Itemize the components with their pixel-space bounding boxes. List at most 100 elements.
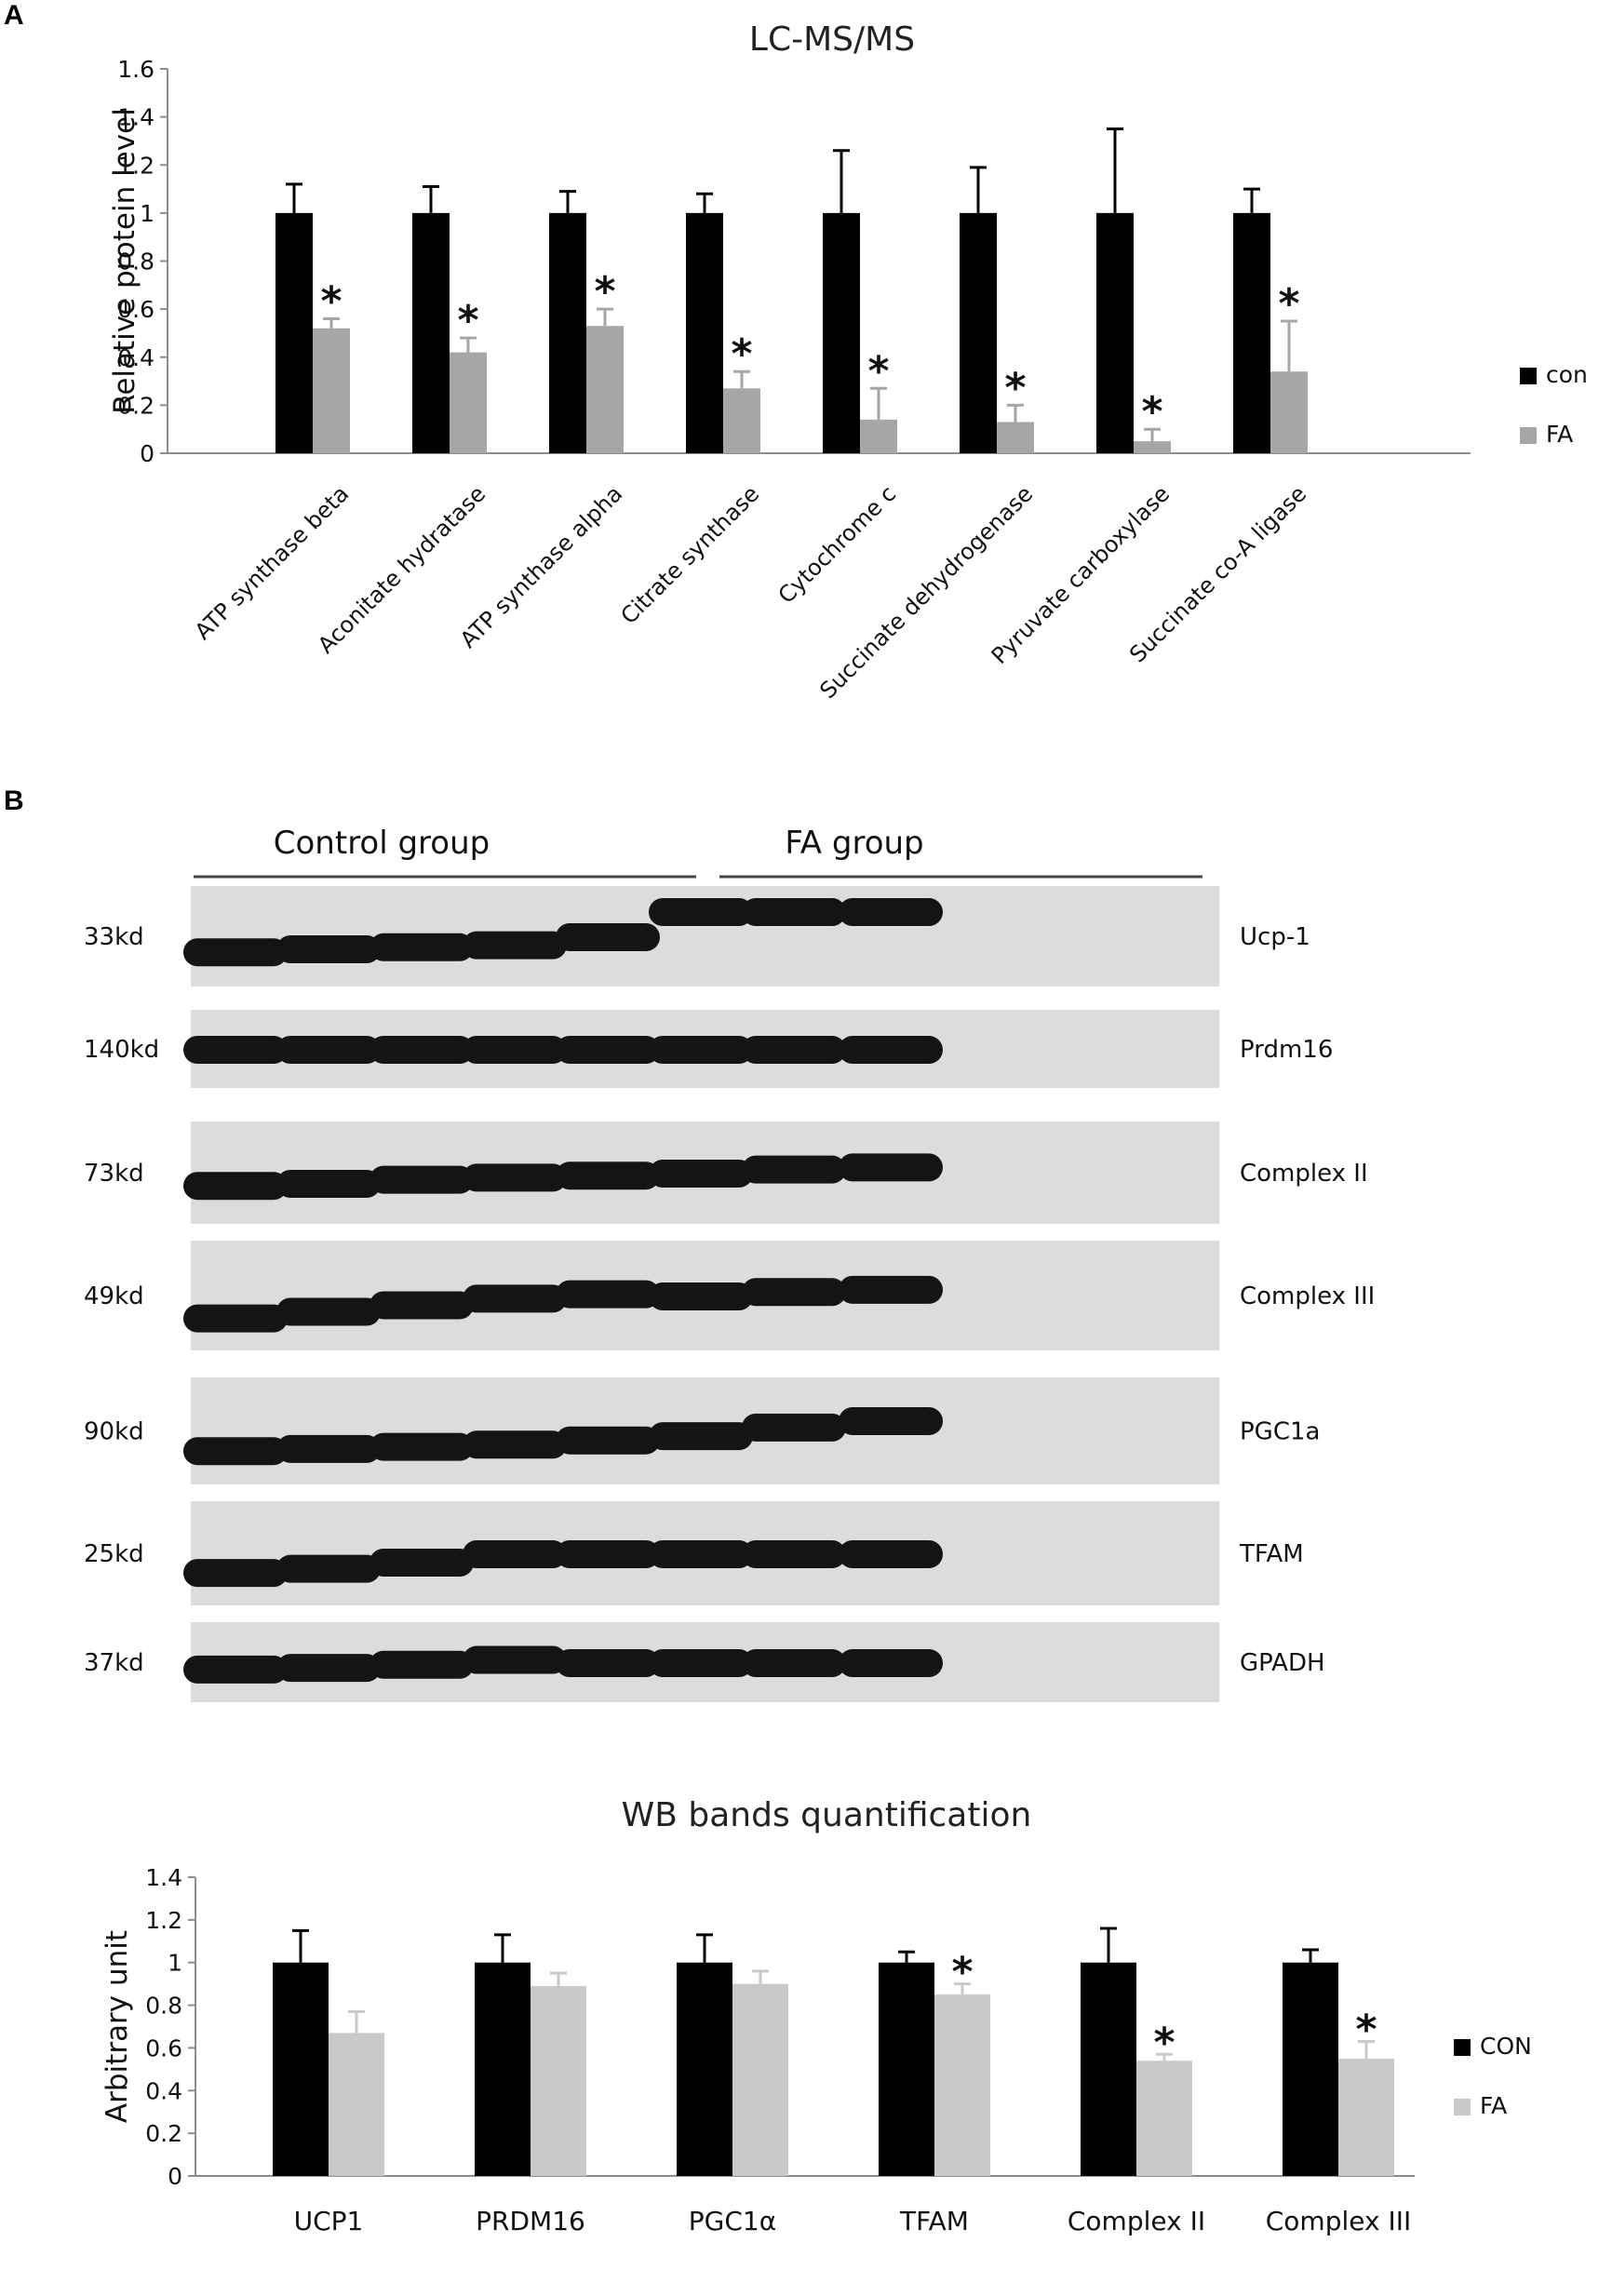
y-tick-label: 0.6 <box>145 2034 182 2061</box>
bar-fa <box>329 2033 384 2176</box>
y-tick-label: 0.4 <box>117 344 154 371</box>
blot-band <box>649 898 753 926</box>
blot-band <box>369 1548 474 1577</box>
y-tick-label: 0.2 <box>145 2120 182 2147</box>
x-tick-label: UCP1 <box>294 2206 364 2236</box>
blot-band <box>369 933 474 961</box>
bar-fa <box>1136 2061 1192 2176</box>
bar-con <box>1096 212 1134 453</box>
blot-band <box>839 1540 943 1568</box>
x-tick-label: Cytochrome c <box>773 480 901 608</box>
blot-band <box>463 931 567 960</box>
blot-band <box>556 1280 660 1309</box>
blot-band <box>649 1282 753 1310</box>
significance-marker: * <box>594 268 615 316</box>
blot-band <box>183 1172 288 1201</box>
significance-marker: * <box>1153 2019 1175 2066</box>
y-tick-label: 0.6 <box>117 296 154 323</box>
blot-band <box>742 1649 846 1677</box>
bar-fa <box>997 422 1034 453</box>
protein-label: Ucp-1 <box>1240 923 1310 951</box>
bar-con <box>412 212 450 453</box>
y-axis-label: Arbitrary unit <box>101 1930 134 2123</box>
molecular-weight-label: 25kd <box>84 1540 144 1568</box>
y-tick-label: 1.2 <box>117 152 154 179</box>
significance-marker: * <box>1004 364 1026 411</box>
significance-marker: * <box>457 297 478 344</box>
blot-band <box>649 1160 753 1188</box>
blot-band <box>183 1655 288 1684</box>
molecular-weight-label: 73kd <box>84 1160 144 1188</box>
blot-band <box>276 934 381 963</box>
protein-label: Complex II <box>1240 1160 1368 1188</box>
y-tick-label: 0.8 <box>117 248 154 275</box>
blot-band <box>649 1036 753 1064</box>
chart-b: WB bands quantification Arbitrary unit 0 0.… <box>101 1796 1532 2236</box>
bar-fa <box>586 326 624 453</box>
blot-band <box>276 1434 381 1463</box>
bar-fa <box>1134 441 1171 453</box>
blot-band <box>276 1036 381 1064</box>
bar-fa <box>1338 2058 1394 2176</box>
blot-band <box>839 1275 943 1304</box>
significance-marker: * <box>1278 280 1299 328</box>
blot-band <box>839 1407 943 1435</box>
y-tick-label: 0.2 <box>117 392 154 419</box>
x-tick-label: PGC1α <box>689 2206 776 2236</box>
blot-band <box>463 1430 567 1459</box>
panel-a-label: A <box>4 0 24 31</box>
blot-band <box>183 1437 288 1466</box>
protein-label: GPADH <box>1240 1649 1325 1677</box>
bar-con <box>1283 1962 1338 2176</box>
x-tick-label: Citrate synthase <box>616 480 765 629</box>
blot-band <box>742 1540 846 1568</box>
legend-label: con <box>1546 361 1588 388</box>
significance-marker: * <box>1355 2007 1377 2054</box>
blot-band <box>556 1036 660 1064</box>
protein-label: TFAM <box>1239 1540 1304 1568</box>
molecular-weight-label: 37kd <box>84 1649 144 1677</box>
legend-label: CON <box>1480 2033 1532 2060</box>
significance-marker: * <box>731 330 752 378</box>
y-tick-label: 1.4 <box>117 104 154 131</box>
blot-band <box>463 1540 567 1568</box>
blot-band <box>742 898 846 926</box>
blot-band <box>369 1036 474 1064</box>
blot-band <box>839 1153 943 1182</box>
blot-band <box>556 1540 660 1568</box>
molecular-weight-label: 140kd <box>84 1036 159 1064</box>
y-tick-label: 1.6 <box>117 56 154 83</box>
bar-con <box>879 1962 934 2176</box>
blot-band <box>183 1559 288 1588</box>
blot-band <box>369 1165 474 1194</box>
blot-band <box>369 1432 474 1461</box>
y-axis-label: Relative protein level <box>108 108 141 414</box>
x-tick-label: TFAM <box>899 2206 969 2236</box>
bar-con <box>823 212 860 453</box>
significance-marker: * <box>867 347 889 395</box>
molecular-weight-label: 49kd <box>84 1282 144 1310</box>
legend-swatch <box>1520 368 1537 384</box>
blot-band <box>183 1304 288 1333</box>
bar-con <box>960 212 997 453</box>
bar-fa <box>313 328 350 453</box>
y-tick-label: 1 <box>140 200 154 227</box>
blot-band <box>649 1649 753 1677</box>
bar-fa <box>531 1985 586 2176</box>
blot-band <box>649 1422 753 1451</box>
protein-label: PGC1a <box>1240 1418 1320 1446</box>
y-tick-label: 0 <box>168 2163 182 2190</box>
blot-band <box>369 1291 474 1320</box>
molecular-weight-label: 90kd <box>84 1418 144 1446</box>
bar-con <box>549 212 586 453</box>
bar-con <box>275 212 313 453</box>
blot-band <box>276 1297 381 1326</box>
chart-title: WB bands quantification <box>622 1796 1032 1834</box>
blot-band <box>556 1161 660 1190</box>
blot-band <box>742 1413 846 1442</box>
bar-fa <box>723 388 760 453</box>
bar-fa <box>450 352 487 453</box>
blot-band <box>276 1554 381 1583</box>
protein-label: Prdm16 <box>1240 1036 1333 1064</box>
